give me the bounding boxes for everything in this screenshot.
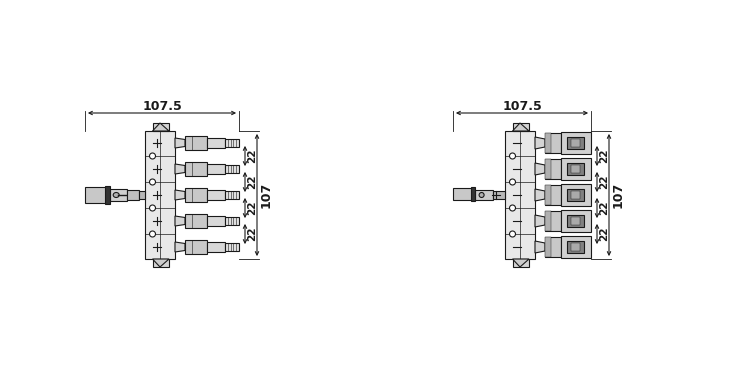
Bar xyxy=(512,123,529,131)
Bar xyxy=(207,242,225,252)
Text: 22: 22 xyxy=(599,175,609,189)
Polygon shape xyxy=(512,123,529,131)
Bar xyxy=(185,136,207,150)
Ellipse shape xyxy=(149,205,155,211)
Bar xyxy=(152,123,169,131)
Bar xyxy=(567,215,584,227)
Ellipse shape xyxy=(113,193,119,198)
Bar xyxy=(505,131,535,259)
Bar xyxy=(567,188,584,201)
Text: 107.5: 107.5 xyxy=(142,100,182,112)
Text: 22: 22 xyxy=(599,201,609,215)
Bar xyxy=(561,158,591,180)
Bar xyxy=(545,237,561,257)
Bar xyxy=(110,189,127,201)
Polygon shape xyxy=(512,259,529,267)
Ellipse shape xyxy=(509,179,515,185)
Bar xyxy=(225,165,239,173)
Polygon shape xyxy=(175,216,185,226)
Bar xyxy=(567,137,584,149)
Bar xyxy=(567,241,584,253)
Text: 22: 22 xyxy=(247,149,257,163)
Bar xyxy=(561,210,591,232)
Bar xyxy=(207,217,225,226)
Bar xyxy=(561,236,591,258)
Text: 22: 22 xyxy=(247,175,257,189)
Bar xyxy=(471,187,475,201)
Bar xyxy=(145,131,175,259)
Bar xyxy=(571,139,580,147)
Ellipse shape xyxy=(509,153,515,159)
Polygon shape xyxy=(535,215,545,227)
Bar xyxy=(105,186,110,204)
Polygon shape xyxy=(152,123,169,131)
Bar xyxy=(475,190,493,200)
Bar xyxy=(512,259,529,267)
Bar xyxy=(185,188,207,202)
Bar xyxy=(571,166,580,173)
Ellipse shape xyxy=(509,205,515,211)
Polygon shape xyxy=(175,164,185,174)
Bar xyxy=(225,217,239,225)
Bar xyxy=(185,214,207,228)
Ellipse shape xyxy=(149,179,155,185)
Bar xyxy=(140,191,145,200)
Bar xyxy=(453,188,474,200)
Polygon shape xyxy=(535,137,545,149)
Bar xyxy=(561,184,591,206)
Bar xyxy=(561,132,591,154)
Text: 107: 107 xyxy=(260,182,272,208)
Polygon shape xyxy=(535,163,545,175)
Bar xyxy=(567,163,584,176)
Text: 22: 22 xyxy=(599,149,609,163)
Bar xyxy=(545,159,561,179)
Text: 22: 22 xyxy=(599,227,609,241)
Polygon shape xyxy=(535,241,545,253)
Bar xyxy=(85,187,108,203)
Bar xyxy=(207,138,225,147)
Bar xyxy=(545,133,550,153)
Polygon shape xyxy=(175,138,185,148)
Bar xyxy=(152,259,169,267)
Ellipse shape xyxy=(149,153,155,159)
Bar xyxy=(225,191,239,199)
Bar xyxy=(545,133,561,153)
Bar xyxy=(571,217,580,225)
Text: 107.5: 107.5 xyxy=(503,100,542,112)
Bar xyxy=(207,190,225,200)
Bar xyxy=(185,240,207,254)
Polygon shape xyxy=(152,259,169,267)
Bar xyxy=(225,243,239,251)
Text: 22: 22 xyxy=(247,201,257,215)
Bar xyxy=(545,159,550,179)
Ellipse shape xyxy=(479,193,484,198)
Bar xyxy=(571,244,580,250)
Bar xyxy=(571,192,580,198)
Bar xyxy=(545,211,561,231)
Bar xyxy=(225,139,239,147)
Bar xyxy=(545,237,550,257)
Text: 107: 107 xyxy=(611,182,625,208)
Bar xyxy=(127,190,140,200)
Bar xyxy=(207,165,225,174)
Bar xyxy=(545,185,561,205)
Ellipse shape xyxy=(149,231,155,237)
Bar xyxy=(185,162,207,176)
Bar xyxy=(493,191,505,199)
Bar xyxy=(545,185,550,205)
Polygon shape xyxy=(175,242,185,252)
Polygon shape xyxy=(175,190,185,200)
Bar xyxy=(545,211,550,231)
Text: 22: 22 xyxy=(247,227,257,241)
Polygon shape xyxy=(535,189,545,201)
Ellipse shape xyxy=(509,231,515,237)
